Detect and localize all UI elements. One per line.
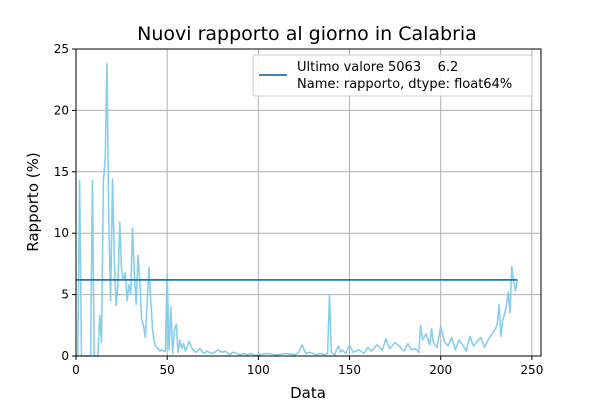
x-tick-label: 50 (160, 363, 175, 377)
plot-area (76, 62, 519, 357)
x-axis-ticks: 0 50 100 150 200 250 (72, 356, 543, 377)
series-line-rapporto (76, 62, 519, 357)
grid (75, 48, 541, 357)
y-axis-ticks: 0 5 10 15 20 25 (54, 42, 76, 363)
legend-entry-line-2: Name: rapporto, dtype: float64% (297, 77, 512, 92)
x-tick-label: 100 (247, 363, 270, 377)
y-tick-label: 5 (61, 288, 69, 302)
x-axis-label: Data (290, 384, 326, 400)
axes-frame (75, 48, 542, 357)
y-tick-label: 20 (54, 103, 69, 117)
legend-box (252, 54, 533, 97)
legend: Ultimo valore 5063 6.2 Name: rapporto, d… (252, 54, 533, 97)
legend-entry-line-1: Ultimo valore 5063 6.2 (297, 60, 458, 75)
x-tick-label: 250 (520, 363, 543, 377)
y-tick-label: 10 (54, 226, 69, 240)
y-tick-label: 25 (54, 42, 69, 56)
x-tick-label: 0 (72, 363, 80, 377)
chart-title: Nuovi rapporto al giorno in Calabria (137, 23, 477, 45)
y-tick-label: 15 (54, 165, 69, 179)
y-axis-label: Rapporto (%) (24, 152, 42, 251)
y-tick-label: 0 (61, 349, 69, 363)
x-tick-label: 150 (338, 363, 361, 377)
x-tick-label: 200 (429, 363, 452, 377)
